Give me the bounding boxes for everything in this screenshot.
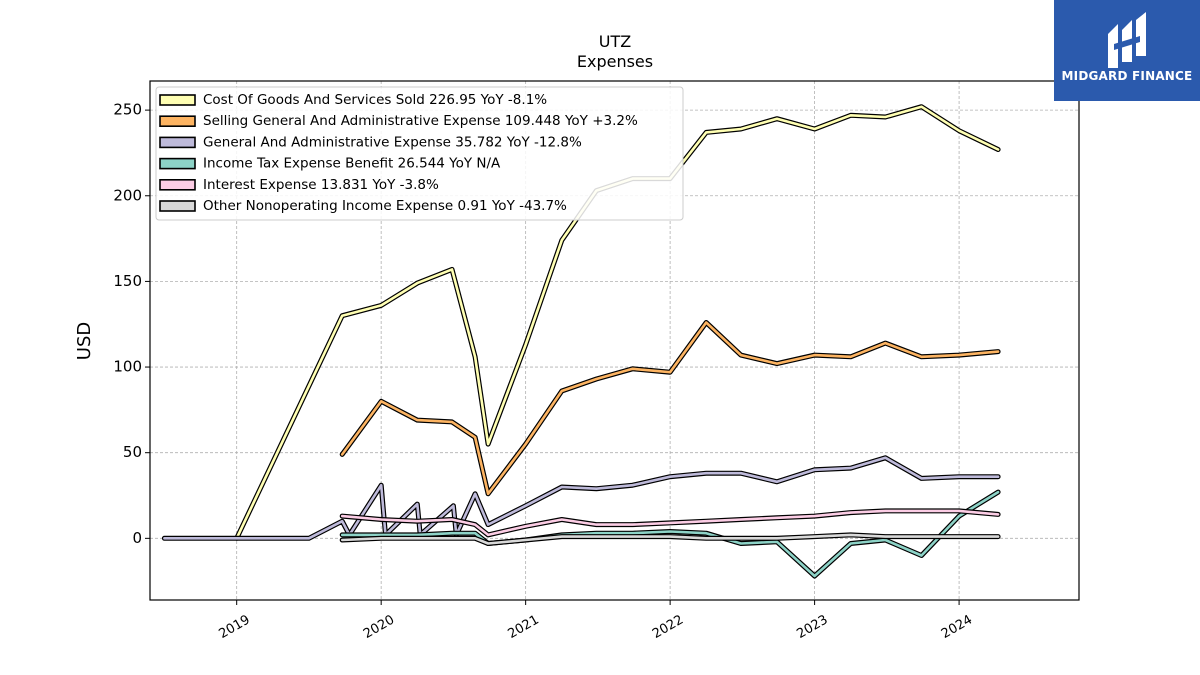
legend-swatch <box>159 179 196 191</box>
series-line-stroke <box>163 456 1000 540</box>
y-tick-label: 200 <box>113 186 142 204</box>
series-line-4 <box>339 489 1001 579</box>
y-tick-label: 50 <box>123 443 142 461</box>
series-line-outline <box>161 455 1001 541</box>
x-tick-label: 2019 <box>217 612 253 642</box>
series-line-stroke <box>340 490 1000 578</box>
legend-swatch <box>159 157 196 170</box>
brand-mark-icon <box>1108 12 1146 68</box>
series-line-stroke <box>340 509 1000 537</box>
legend-label: Interest Expense 13.831 YoY -3.8% <box>203 177 439 193</box>
legend-swatch <box>159 200 196 212</box>
legend-entry: Selling General And Administrative Expen… <box>159 113 638 129</box>
y-tick-label: 250 <box>113 101 142 119</box>
chart-subtitle: Expenses <box>577 52 653 71</box>
legend-entry: Interest Expense 13.831 YoY -3.8% <box>159 177 439 193</box>
chart-title: UTZ <box>599 32 631 51</box>
series-line-2 <box>339 320 1001 497</box>
y-tick-label: 150 <box>113 272 142 290</box>
legend-label: Cost Of Goods And Services Sold 226.95 Y… <box>203 92 547 108</box>
y-tick-label: 100 <box>113 358 142 376</box>
legend-swatch <box>159 136 196 149</box>
legend-swatch <box>159 94 196 106</box>
y-axis-ticks: 0 50 100 150 200 250 <box>113 101 150 547</box>
legend-entry: Income Tax Expense Benefit 26.544 YoY N/… <box>159 156 501 172</box>
x-axis-ticks: 2019 2020 2021 2022 2023 2024 <box>217 600 975 642</box>
series-line-stroke <box>340 321 1000 496</box>
legend-entry: Other Nonoperating Income Expense 0.91 Y… <box>159 198 567 214</box>
x-tick-label: 2020 <box>361 612 397 642</box>
legend-label: General And Administrative Expense 35.78… <box>203 134 582 150</box>
series-line-6 <box>339 532 1001 546</box>
x-tick-label: 2021 <box>505 612 541 642</box>
legend-label: Selling General And Administrative Expen… <box>203 113 638 129</box>
legend-entry: Cost Of Goods And Services Sold 226.95 Y… <box>159 92 547 108</box>
legend-label: Income Tax Expense Benefit 26.544 YoY N/… <box>203 156 501 172</box>
x-tick-label: 2022 <box>650 612 686 642</box>
legend: Cost Of Goods And Services Sold 226.95 Y… <box>155 86 684 221</box>
legend-box <box>155 86 684 221</box>
brand-logo: MIDGARD FINANCE <box>1054 0 1200 101</box>
series-line-5 <box>339 508 1001 538</box>
y-axis-label: USD <box>74 322 95 360</box>
y-tick-label: 0 <box>132 529 142 547</box>
legend-label: Other Nonoperating Income Expense 0.91 Y… <box>203 198 567 214</box>
plot-frame <box>149 80 1080 601</box>
x-tick-label: 2024 <box>939 612 975 642</box>
x-tick-label: 2023 <box>794 612 830 642</box>
legend-swatch <box>159 115 196 127</box>
series-line-stroke <box>340 533 1000 545</box>
series-line-3 <box>161 455 1001 541</box>
legend-entry: General And Administrative Expense 35.78… <box>159 134 582 150</box>
brand-name: MIDGARD FINANCE <box>1061 69 1193 83</box>
